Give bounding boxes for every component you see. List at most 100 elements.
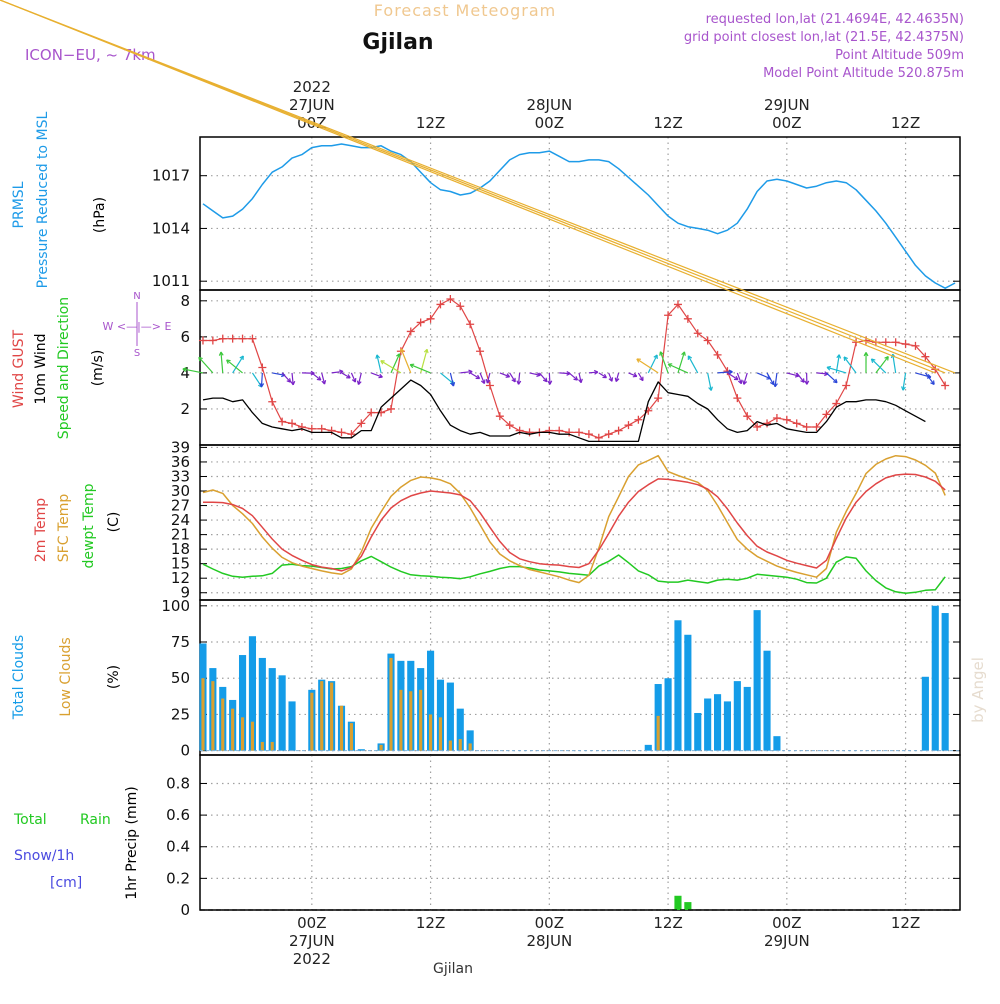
wind-gust-marker [803, 423, 811, 431]
bottom-time-label: 00Z [297, 914, 326, 932]
wind-gust-marker [427, 315, 435, 323]
wind-gust-marker [842, 382, 850, 390]
wind-gust-marker [773, 414, 781, 422]
panel-frame [200, 445, 960, 600]
wind-gust-marker [694, 329, 702, 337]
panel-left-labels: PRMSL Pressure Reduced to MSL (hPa) Wind… [11, 111, 172, 899]
top-time-label: 12Z [653, 114, 682, 132]
low-cloud-bar [251, 722, 254, 751]
total-cloud-bar [744, 687, 751, 751]
wind-gust-marker [941, 382, 949, 390]
low-cloud-bar [330, 683, 333, 751]
wind-gust-marker [219, 335, 227, 343]
wind-arrow [871, 359, 885, 373]
wind-gust-marker [288, 419, 296, 427]
low-cloud-bar [469, 743, 472, 750]
precip-panel: 00.20.40.60.8 [166, 755, 960, 919]
low-cloud-bar [221, 699, 224, 751]
cm-unit-label: [cm] [50, 875, 82, 891]
wind-arrow [925, 373, 934, 385]
ms-unit-label: (m/s) [90, 350, 106, 387]
low-cloud-bar [399, 690, 402, 751]
total-cloud-bar [665, 678, 672, 750]
wind-gust-marker [575, 428, 583, 436]
wind-gust-marker [476, 347, 484, 355]
top-time-label: 12Z [416, 114, 445, 132]
total-cloud-bar [694, 713, 701, 751]
wind-speed-direction-label: Speed and Direction [56, 297, 72, 439]
y-tick-label: 0.8 [166, 774, 190, 792]
panel-frame [200, 755, 960, 910]
wind-gust-marker [684, 315, 692, 323]
y-tick-label: 0.6 [166, 806, 190, 824]
wind-gust-marker [248, 335, 256, 343]
total-clouds-label: Total Clouds [11, 635, 27, 720]
top-time-label: 12Z [891, 114, 920, 132]
wind-gust-marker [268, 398, 276, 406]
low-cloud-bar [409, 691, 412, 750]
pressure-line [203, 144, 955, 288]
watermark: by Angel [969, 657, 987, 723]
y-tick-label: 75 [171, 633, 190, 651]
low-cloud-bar [439, 717, 442, 750]
prmsl-label: PRMSL [11, 181, 27, 228]
low-cloud-bar [419, 690, 422, 751]
top-time-label: 27JUN [289, 96, 335, 114]
wind-gust-marker [605, 430, 613, 438]
total-cloud-bar [259, 658, 266, 751]
wind-gust-marker [239, 335, 247, 343]
top-time-label: 29JUN [764, 96, 810, 114]
location-title: Gjilan [362, 30, 433, 55]
low-clouds-label: Low Clouds [58, 637, 74, 716]
model-label: ICON−EU, ~ 7km [25, 46, 156, 64]
y-tick-label: 8 [180, 292, 190, 310]
low-cloud-bar [657, 716, 660, 751]
y-tick-label: 0.2 [166, 869, 190, 887]
bottom-time-label: 12Z [653, 914, 682, 932]
wind-arrow [199, 357, 213, 373]
wind-10m-label: 10m Wind [33, 333, 49, 404]
total-cloud-bar [942, 613, 949, 751]
low-cloud-bar [201, 678, 204, 750]
y-tick-label: 2 [180, 400, 190, 418]
t2m-line [203, 474, 945, 571]
wind-gust-line [203, 299, 945, 438]
wind-gust-marker [258, 364, 266, 372]
t2m-label: 2m Temp [33, 498, 49, 562]
celsius-unit-label: (C) [106, 512, 122, 533]
wind-gust-marker [446, 295, 454, 303]
total-cloud-bar [279, 675, 286, 750]
low-cloud-bar [449, 741, 452, 751]
bottom-time-label: 29JUN [764, 932, 810, 950]
y-tick-label: 39 [171, 438, 190, 456]
bottom-time-label: 12Z [891, 914, 920, 932]
low-cloud-bar [350, 723, 353, 751]
total-cloud-bar [645, 745, 652, 751]
bottom-time-label: 2022 [293, 950, 331, 968]
dewpt-line [203, 555, 945, 593]
y-tick-label: 6 [180, 328, 190, 346]
total-cloud-bar [704, 699, 711, 751]
wind-gust-marker [585, 430, 593, 438]
rain-bar [674, 896, 681, 910]
total-cloud-bar [447, 683, 454, 751]
y-tick-label: 50 [171, 669, 190, 687]
total-cloud-bar [288, 701, 295, 750]
y-tick-label: 0 [180, 742, 190, 760]
wind-gust-label: Wind GUST [11, 329, 27, 408]
low-cloud-bar [211, 681, 214, 751]
low-cloud-bar [429, 714, 432, 750]
y-tick-label: 4 [180, 364, 190, 382]
low-cloud-bar [310, 693, 313, 751]
wind-gust-marker [229, 335, 237, 343]
top-time-label: 28JUN [526, 96, 572, 114]
wind-gust-marker [387, 405, 395, 413]
bottom-time-label: 00Z [535, 914, 564, 932]
hpa-unit-label: (hPa) [92, 197, 108, 233]
gridpoint-coords: grid point closest lon,lat (21.5E, 42.43… [684, 30, 964, 45]
wind-gust-marker [624, 421, 632, 429]
total-cloud-bar [714, 694, 721, 750]
